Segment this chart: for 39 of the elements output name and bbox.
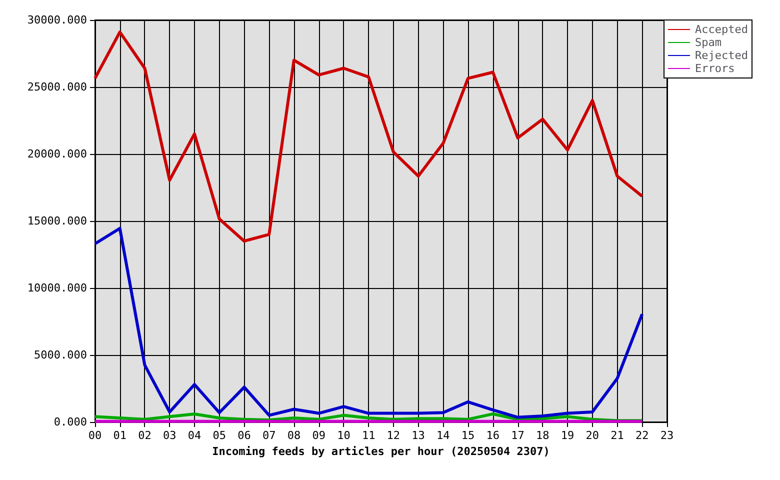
legend-label: Accepted bbox=[695, 23, 748, 36]
y-tick-label: 25000.000 bbox=[27, 80, 87, 94]
x-tick-label: 11 bbox=[362, 429, 376, 442]
legend-label: Rejected bbox=[695, 49, 748, 62]
x-tick-label: 00 bbox=[88, 429, 102, 442]
x-tick-label: 04 bbox=[188, 429, 202, 442]
x-tick-label: 13 bbox=[412, 429, 425, 442]
x-tick-label: 16 bbox=[486, 429, 500, 442]
x-tick-label: 10 bbox=[337, 429, 350, 442]
line-series bbox=[94, 412, 644, 422]
x-tick-label: 20 bbox=[586, 429, 600, 442]
x-tick-label: 06 bbox=[238, 429, 251, 442]
y-tick-label: 5000.000 bbox=[34, 348, 87, 362]
x-tick-label: 18 bbox=[536, 429, 550, 442]
line-series bbox=[94, 30, 644, 243]
x-tick-label: 08 bbox=[287, 429, 301, 442]
x-tick-label: 19 bbox=[560, 429, 574, 442]
x-axis-title: Incoming feeds by articles per hour (20250504 2307) bbox=[212, 445, 550, 458]
y-tick-label: 10000.000 bbox=[27, 282, 87, 294]
y-tick-label: 0.000 bbox=[54, 416, 87, 428]
legend-label: Spam bbox=[695, 36, 722, 49]
x-tick-label: 05 bbox=[212, 429, 226, 442]
x-tick-label: 12 bbox=[386, 429, 400, 442]
x-tick-label: 17 bbox=[511, 429, 524, 442]
x-tick-label: 21 bbox=[610, 429, 624, 442]
x-tick-label: 15 bbox=[461, 429, 475, 442]
x-tick-label: 14 bbox=[436, 429, 450, 442]
x-tick-label: 01 bbox=[113, 429, 126, 442]
y-tick-label: 15000.000 bbox=[27, 214, 87, 228]
x-tick-label: 02 bbox=[138, 429, 152, 442]
y-tick-label: 30000.000 bbox=[27, 14, 87, 26]
legend-label: Errors bbox=[695, 62, 735, 75]
x-tick-label: 23 bbox=[660, 429, 674, 442]
x-tick-label: 03 bbox=[162, 429, 176, 442]
x-tick-label: 22 bbox=[636, 429, 649, 442]
y-tick-label: 20000.000 bbox=[27, 148, 87, 160]
x-tick-label: 07 bbox=[262, 429, 276, 442]
x-tick-label: 09 bbox=[312, 429, 326, 442]
line-series bbox=[94, 226, 644, 419]
